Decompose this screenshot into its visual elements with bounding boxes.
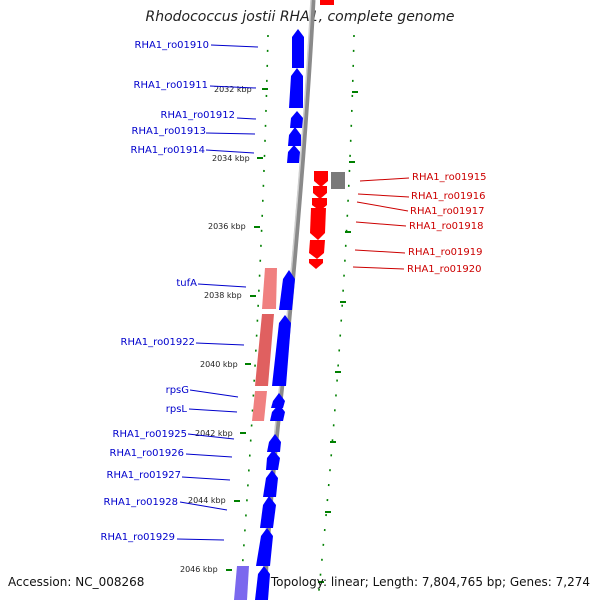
gene-forward[interactable]	[289, 68, 303, 108]
gene-forward[interactable]	[287, 145, 300, 163]
kbp-tick-label: 2034 kbp	[212, 154, 250, 163]
gene-forward[interactable]	[272, 315, 291, 386]
gene-forward[interactable]	[288, 127, 301, 146]
gene-forward[interactable]	[271, 393, 285, 408]
gene-label[interactable]: RHA1_ro01928	[104, 497, 179, 508]
gene-label[interactable]: RHA1_ro01925	[113, 429, 188, 440]
gene-reverse[interactable]	[309, 259, 323, 269]
gene-label[interactable]: RHA1_ro01929	[101, 532, 176, 543]
right-leader-lines	[352, 177, 410, 270]
map-title: Rhodococcus jostii RHA1, complete genome	[145, 9, 455, 25]
gene-label[interactable]: RHA1_ro01922	[121, 337, 196, 348]
gene-forward[interactable]	[292, 29, 304, 68]
gene-label[interactable]: RHA1_ro01926	[110, 448, 185, 459]
gene-label[interactable]: RHA1_ro01911	[134, 80, 209, 91]
kbp-major-ticks	[226, 88, 268, 571]
gene-reverse[interactable]	[314, 171, 328, 187]
gene-reverse[interactable]	[309, 240, 325, 259]
kbp-tick-label: 2032 kbp	[214, 85, 252, 94]
gene-label[interactable]: RHA1_ro01915	[412, 172, 487, 183]
grey-feature[interactable]	[331, 172, 345, 189]
pink-features	[252, 268, 277, 421]
gene-forward[interactable]	[260, 496, 276, 528]
gene-label[interactable]: RHA1_ro01917	[410, 206, 485, 217]
kbp-tick-label: 2040 kbp	[200, 360, 238, 369]
gene-forward[interactable]	[279, 270, 295, 310]
gene-label[interactable]: rpsL	[166, 404, 188, 415]
gene-label[interactable]: RHA1_ro01913	[132, 126, 207, 137]
gene-label[interactable]: RHA1_ro01912	[161, 110, 236, 121]
kbp-tick-label: 2046 kbp	[180, 565, 218, 574]
gene-reverse[interactable]	[313, 186, 327, 199]
gene-forward[interactable]	[255, 566, 270, 600]
left-gene-labels: RHA1_ro01910 RHA1_ro01911 RHA1_ro01912 R…	[101, 40, 236, 543]
kbp-tick-label: 2036 kbp	[208, 222, 246, 231]
gene-reverse[interactable]	[310, 208, 326, 240]
kbp-tick-label: 2038 kbp	[204, 291, 242, 300]
gene-label[interactable]: RHA1_ro01919	[408, 247, 483, 258]
gene-forward[interactable]	[267, 434, 281, 452]
gene-forward[interactable]	[263, 470, 278, 497]
genome-stats-text: Topology: linear; Length: 7,804,765 bp; …	[270, 575, 590, 589]
pink-feature[interactable]	[252, 391, 267, 421]
gene-forward[interactable]	[256, 528, 273, 566]
forward-genes-lower	[255, 270, 295, 600]
gene-label[interactable]: RHA1_ro01916	[411, 191, 486, 202]
left-leader-lines	[176, 44, 259, 541]
accession-text: Accession: NC_008268	[8, 575, 145, 589]
purple-feature[interactable]	[234, 566, 249, 600]
kbp-tick-label: 2042 kbp	[195, 429, 233, 438]
pink-feature[interactable]	[262, 268, 277, 309]
gene-forward[interactable]	[290, 111, 303, 128]
gene-label[interactable]: RHA1_ro01918	[409, 221, 484, 232]
right-scale-track	[317, 34, 355, 600]
gene-forward[interactable]	[266, 450, 280, 470]
kbp-tick-label: 2044 kbp	[188, 496, 226, 505]
right-major-ticks	[318, 91, 358, 583]
gene-label[interactable]: RHA1_ro01914	[131, 145, 206, 156]
pink-feature[interactable]	[255, 314, 274, 386]
gene-reverse-top[interactable]	[320, 0, 334, 5]
gene-label[interactable]: RHA1_ro01910	[135, 40, 210, 51]
gene-label[interactable]: rpsG	[166, 385, 189, 396]
gene-forward[interactable]	[270, 404, 285, 421]
gene-label[interactable]: RHA1_ro01920	[407, 264, 482, 275]
gene-label[interactable]: tufA	[176, 278, 197, 289]
gene-label[interactable]: RHA1_ro01927	[107, 470, 182, 481]
right-gene-labels: RHA1_ro01915 RHA1_ro01916 RHA1_ro01917 R…	[407, 172, 487, 275]
gene-reverse[interactable]	[312, 198, 327, 211]
forward-genes-upper	[287, 29, 304, 163]
reverse-genes	[309, 171, 328, 269]
